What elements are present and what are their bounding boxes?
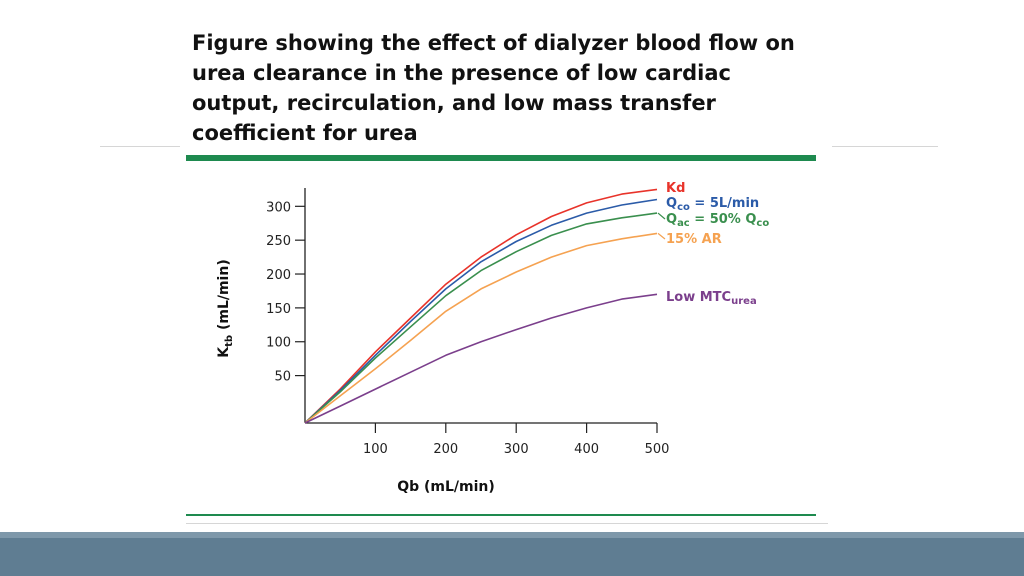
slide-title-line: output, recirculation, and low mass tran… xyxy=(192,91,716,115)
title-underline-rule xyxy=(186,155,816,161)
series-label: Low MTCurea xyxy=(666,290,757,307)
slide-title-line: Figure showing the effect of dialyzer bl… xyxy=(192,31,795,55)
bottom-accent-rule xyxy=(186,514,816,516)
chart-axes: 50 100 150 200 250 300 100 200 300 400 500 Qb (mL/m… xyxy=(216,188,669,495)
x-tick-label: 300 xyxy=(504,442,529,457)
series-label: Kd xyxy=(666,181,685,196)
slide-title: Figure showing the effect of dialyzer bl… xyxy=(192,28,832,148)
series-line xyxy=(304,293,658,424)
y-tick-label: 100 xyxy=(266,336,291,351)
series-label-leader xyxy=(657,212,666,220)
y-tick-label: 50 xyxy=(274,370,291,385)
y-axis-label: Ktb (mL/min) xyxy=(216,259,235,357)
x-tick-label: 500 xyxy=(645,442,670,457)
bottom-thin-rule xyxy=(186,523,828,524)
series-line xyxy=(304,198,658,424)
y-tick-label: 250 xyxy=(266,234,291,249)
x-tick-label: 200 xyxy=(433,442,458,457)
chart-series-lines xyxy=(304,188,658,424)
slide-title-line: coefficient for urea xyxy=(192,121,418,145)
y-tick-label: 300 xyxy=(266,200,291,215)
series-line xyxy=(304,212,658,424)
series-label-leader xyxy=(657,232,666,240)
decorative-divider-left xyxy=(100,146,180,147)
x-axis-label: Qb (mL/min) xyxy=(397,479,495,495)
y-tick-label: 150 xyxy=(266,302,291,317)
y-tick-label: 200 xyxy=(266,268,291,283)
series-label: 15% AR xyxy=(666,232,722,247)
series-line xyxy=(304,188,658,424)
line-chart: 50 100 150 200 250 300 100 200 300 400 500 Qb (mL/m… xyxy=(216,181,769,495)
decorative-divider-right xyxy=(832,146,938,147)
series-label: Qco = 5L/min xyxy=(666,196,759,213)
x-tick-label: 100 xyxy=(363,442,388,457)
slide-title-line: urea clearance in the presence of low ca… xyxy=(192,61,731,85)
series-line xyxy=(304,232,658,424)
x-tick-label: 400 xyxy=(574,442,599,457)
series-label: Qac = 50% Qco xyxy=(666,212,769,229)
footer-band xyxy=(0,532,1024,576)
